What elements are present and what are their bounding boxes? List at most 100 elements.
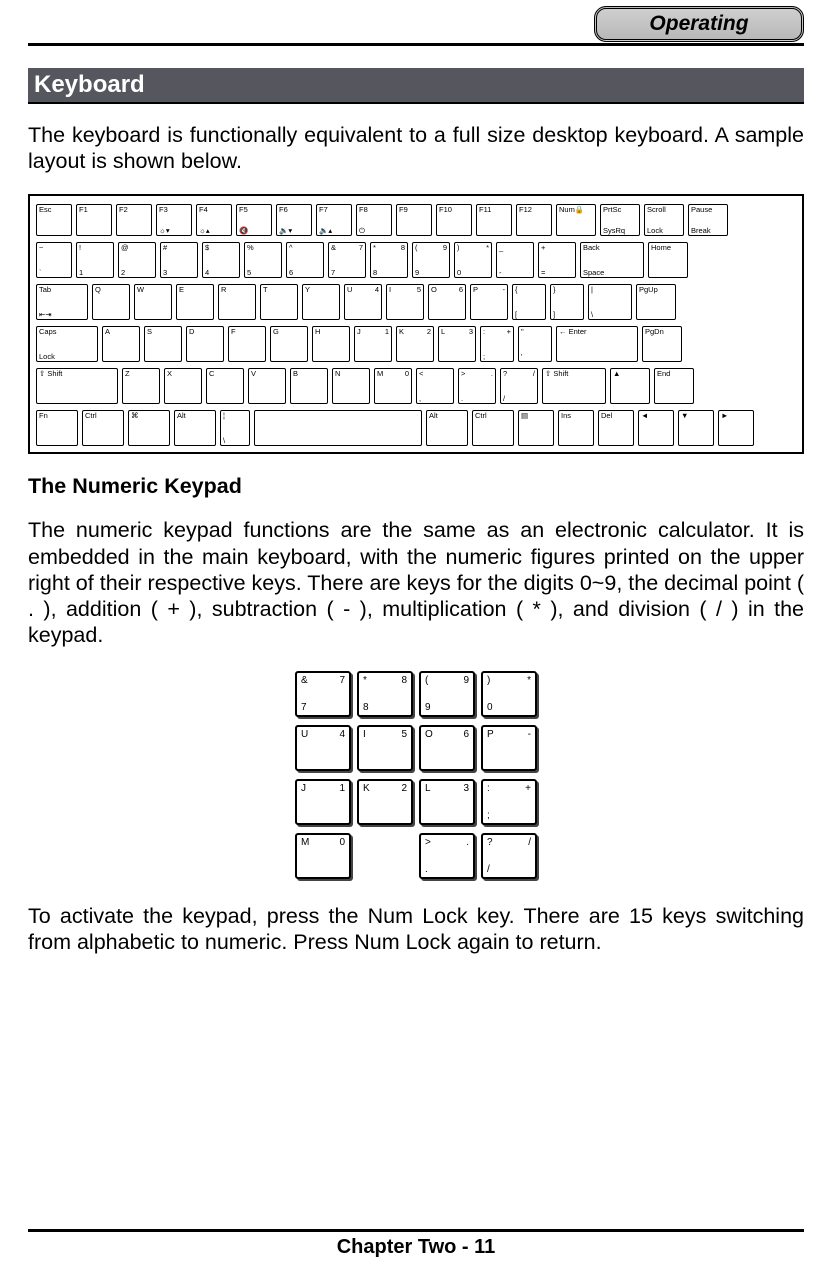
numpad-row: &77*88(99)*0 bbox=[286, 671, 546, 717]
keyboard-key: ⇧ Shift bbox=[542, 368, 606, 404]
keyboard-key: F8⏻ bbox=[356, 204, 392, 236]
keyboard-key: Alt bbox=[426, 410, 468, 446]
keyboard-key: ◄ bbox=[638, 410, 674, 446]
keyboard-key: ~` bbox=[36, 242, 72, 278]
keyboard-key: ▲ bbox=[610, 368, 650, 404]
keyboard-key: }] bbox=[550, 284, 584, 320]
header-badge: Operating bbox=[594, 6, 804, 42]
keyboard-key: O6 bbox=[428, 284, 466, 320]
keyboard-key: Del bbox=[598, 410, 634, 446]
intro-paragraph: The keyboard is functionally equivalent … bbox=[28, 122, 804, 174]
numpad-row: J1K2L3:+; bbox=[286, 779, 546, 825]
keyboard-key: B bbox=[290, 368, 328, 404]
keyboard-key: F4☼▴ bbox=[196, 204, 232, 236]
keyboard-key: F3☼▾ bbox=[156, 204, 192, 236]
keyboard-diagram: EscF1F2F3☼▾F4☼▴F5🔇F6🔉▾F7🔉▴F8⏻F9F10F11F12… bbox=[28, 194, 804, 454]
keyboard-key: W bbox=[134, 284, 172, 320]
keyboard-key: E bbox=[176, 284, 214, 320]
keyboard-key: H bbox=[312, 326, 350, 362]
keyboard-key: :;+ bbox=[480, 326, 514, 362]
keyboard-key: ^6 bbox=[286, 242, 324, 278]
keyboard-key: S bbox=[144, 326, 182, 362]
keyboard-key: ← Enter bbox=[556, 326, 638, 362]
keyboard-key: P- bbox=[470, 284, 508, 320]
keyboard-key: *88 bbox=[370, 242, 408, 278]
keyboard-key: End bbox=[654, 368, 694, 404]
keyboard-key: >.. bbox=[458, 368, 496, 404]
keyboard-key: Num🔒 bbox=[556, 204, 596, 236]
keyboard-key: Esc bbox=[36, 204, 72, 236]
keyboard-key: PauseBreak bbox=[688, 204, 728, 236]
page: Operating Keyboard The keyboard is funct… bbox=[0, 0, 832, 1277]
keyboard-key: _- bbox=[496, 242, 534, 278]
keyboard-key: A bbox=[102, 326, 140, 362]
top-divider: Operating bbox=[28, 6, 804, 46]
keyboard-key: ⇧ Shift bbox=[36, 368, 118, 404]
keyboard-key: ?// bbox=[500, 368, 538, 404]
keyboard-key: U4 bbox=[344, 284, 382, 320]
keyboard-key: V bbox=[248, 368, 286, 404]
keyboard-key: |\ bbox=[588, 284, 632, 320]
keyboard-key: M0 bbox=[374, 368, 412, 404]
keyboard-key: G bbox=[270, 326, 308, 362]
keyboard-key: F5🔇 bbox=[236, 204, 272, 236]
keyboard-key: Home bbox=[648, 242, 688, 278]
keyboard-key: F2 bbox=[116, 204, 152, 236]
keyboard-key: Ins bbox=[558, 410, 594, 446]
keyboard-row: FnCtrl⌘Alt¦\AltCtrl▤InsDel◄▼► bbox=[36, 410, 796, 446]
keyboard-key: $4 bbox=[202, 242, 240, 278]
numpad-key: I5 bbox=[357, 725, 413, 771]
keyboard-key: #3 bbox=[160, 242, 198, 278]
keyboard-key: ► bbox=[718, 410, 754, 446]
numpad-key: J1 bbox=[295, 779, 351, 825]
keyboard-key bbox=[254, 410, 422, 446]
keyboard-key: ¦\ bbox=[220, 410, 250, 446]
keyboard-key: Tab⇤⇥ bbox=[36, 284, 88, 320]
keyboard-key: Alt bbox=[174, 410, 216, 446]
numeric-keypad-heading: The Numeric Keypad bbox=[28, 474, 804, 499]
numeric-keypad-diagram: &77*88(99)*0U4I5O6P-J1K2L3:+;M0>..?// bbox=[286, 671, 546, 879]
keyboard-key: Ctrl bbox=[472, 410, 514, 446]
numpad-row: U4I5O6P- bbox=[286, 725, 546, 771]
numpad-key: *88 bbox=[357, 671, 413, 717]
keyboard-key: Z bbox=[122, 368, 160, 404]
keyboard-key: @2 bbox=[118, 242, 156, 278]
keyboard-key: L3 bbox=[438, 326, 476, 362]
keyboard-key: {[ bbox=[512, 284, 546, 320]
activate-paragraph: To activate the keypad, press the Num Lo… bbox=[28, 903, 804, 955]
keyboard-key: CapsLock bbox=[36, 326, 98, 362]
keyboard-key: F10 bbox=[436, 204, 472, 236]
keyboard-key: F12 bbox=[516, 204, 552, 236]
keyboard-key: R bbox=[218, 284, 256, 320]
keyboard-key: ScrollLock bbox=[644, 204, 684, 236]
keyboard-key: <, bbox=[416, 368, 454, 404]
numpad-key: ?// bbox=[481, 833, 537, 879]
keyboard-key: D bbox=[186, 326, 224, 362]
keyboard-key: += bbox=[538, 242, 576, 278]
keyboard-key: N bbox=[332, 368, 370, 404]
keyboard-key: BackSpace bbox=[580, 242, 644, 278]
numpad-key: :+; bbox=[481, 779, 537, 825]
keyboard-key: K2 bbox=[396, 326, 434, 362]
keyboard-key: F11 bbox=[476, 204, 512, 236]
section-title: Keyboard bbox=[28, 68, 804, 104]
keyboard-key: !1 bbox=[76, 242, 114, 278]
numpad-key: &77 bbox=[295, 671, 351, 717]
keyboard-key: &77 bbox=[328, 242, 366, 278]
keyboard-key: %5 bbox=[244, 242, 282, 278]
keyboard-key: F bbox=[228, 326, 266, 362]
keyboard-key: F6🔉▾ bbox=[276, 204, 312, 236]
keyboard-key: PgUp bbox=[636, 284, 676, 320]
keyboard-key: C bbox=[206, 368, 244, 404]
page-footer: Chapter Two - 11 bbox=[28, 1229, 804, 1259]
numpad-key: O6 bbox=[419, 725, 475, 771]
keyboard-row: EscF1F2F3☼▾F4☼▴F5🔇F6🔉▾F7🔉▴F8⏻F9F10F11F12… bbox=[36, 204, 796, 236]
numpad-key: )*0 bbox=[481, 671, 537, 717]
keyboard-row: Tab⇤⇥QWERTYU4I5O6P-{[}]|\PgUp bbox=[36, 284, 796, 320]
numpad-key: P- bbox=[481, 725, 537, 771]
keyboard-key: I5 bbox=[386, 284, 424, 320]
keyboard-key: F7🔉▴ bbox=[316, 204, 352, 236]
keyboard-row: CapsLockASDFGHJ1K2L3:;+"'← EnterPgDn bbox=[36, 326, 796, 362]
keyboard-key: F9 bbox=[396, 204, 432, 236]
keyboard-key: ⌘ bbox=[128, 410, 170, 446]
